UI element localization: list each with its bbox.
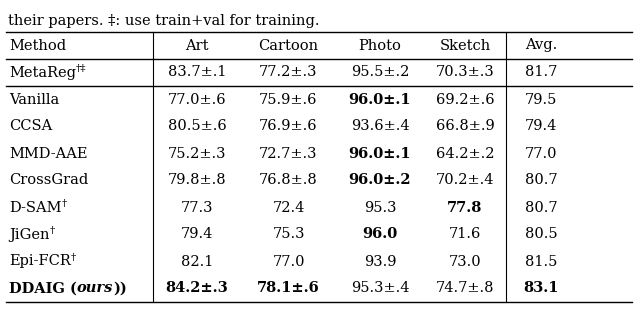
- Text: 75.2±.3: 75.2±.3: [168, 147, 227, 161]
- Text: 78.1±.6: 78.1±.6: [257, 282, 320, 296]
- Text: 69.2±.6: 69.2±.6: [436, 93, 494, 107]
- Text: 83.1: 83.1: [524, 282, 559, 296]
- Text: 73.0: 73.0: [449, 255, 481, 269]
- Text: 93.9: 93.9: [364, 255, 396, 269]
- Text: †: †: [49, 226, 55, 235]
- Text: 77.2±.3: 77.2±.3: [259, 65, 317, 79]
- Text: 81.7: 81.7: [525, 65, 557, 79]
- Text: 80.7: 80.7: [525, 200, 557, 214]
- Text: 75.3: 75.3: [272, 227, 305, 241]
- Text: 76.9±.6: 76.9±.6: [259, 120, 318, 134]
- Text: 76.8±.8: 76.8±.8: [259, 173, 318, 187]
- Text: †‡: †‡: [76, 64, 86, 73]
- Text: †: †: [61, 199, 67, 208]
- Text: 96.0±.1: 96.0±.1: [349, 93, 412, 107]
- Text: Vanilla: Vanilla: [9, 93, 60, 107]
- Text: Epi-FCR: Epi-FCR: [9, 255, 71, 269]
- Text: 95.5±.2: 95.5±.2: [351, 65, 409, 79]
- Text: 93.6±.4: 93.6±.4: [351, 120, 410, 134]
- Text: JiGen: JiGen: [9, 227, 49, 241]
- Text: 71.6: 71.6: [449, 227, 481, 241]
- Text: Art: Art: [185, 38, 209, 52]
- Text: CrossGrad: CrossGrad: [9, 173, 88, 187]
- Text: 77.0: 77.0: [272, 255, 305, 269]
- Text: MMD-AAE: MMD-AAE: [9, 147, 88, 161]
- Text: 75.9±.6: 75.9±.6: [259, 93, 317, 107]
- Text: 79.4: 79.4: [525, 120, 557, 134]
- Text: 96.0±.1: 96.0±.1: [349, 147, 412, 161]
- Text: MetaReg: MetaReg: [9, 65, 76, 79]
- Text: Cartoon: Cartoon: [259, 38, 319, 52]
- Text: 95.3: 95.3: [364, 200, 396, 214]
- Text: CCSA: CCSA: [9, 120, 52, 134]
- Text: 72.4: 72.4: [272, 200, 305, 214]
- Text: Avg.: Avg.: [525, 38, 557, 52]
- Text: 64.2±.2: 64.2±.2: [436, 147, 494, 161]
- Text: 72.7±.3: 72.7±.3: [259, 147, 317, 161]
- Text: Photo: Photo: [358, 38, 401, 52]
- Text: 77.8: 77.8: [447, 200, 483, 214]
- Text: †: †: [71, 253, 76, 262]
- Text: 70.3±.3: 70.3±.3: [436, 65, 494, 79]
- Text: 80.5: 80.5: [525, 227, 557, 241]
- Text: ours: ours: [77, 282, 113, 296]
- Text: 77.0: 77.0: [525, 147, 557, 161]
- Text: 82.1: 82.1: [181, 255, 213, 269]
- Text: Method: Method: [9, 38, 66, 52]
- Text: 79.4: 79.4: [181, 227, 213, 241]
- Text: 77.0±.6: 77.0±.6: [168, 93, 227, 107]
- Text: 74.7±.8: 74.7±.8: [436, 282, 494, 296]
- Text: 79.5: 79.5: [525, 93, 557, 107]
- Text: D-SAM: D-SAM: [9, 200, 61, 214]
- Text: 70.2±.4: 70.2±.4: [436, 173, 494, 187]
- Text: 84.2±.3: 84.2±.3: [166, 282, 228, 296]
- Text: DDAIG (: DDAIG (: [9, 282, 77, 296]
- Text: 95.3±.4: 95.3±.4: [351, 282, 409, 296]
- Text: 66.8±.9: 66.8±.9: [436, 120, 494, 134]
- Text: Sketch: Sketch: [440, 38, 491, 52]
- Text: 96.0±.2: 96.0±.2: [349, 173, 412, 187]
- Text: 77.3: 77.3: [180, 200, 213, 214]
- Text: 80.7: 80.7: [525, 173, 557, 187]
- Text: their papers. ‡: use train+val for training.: their papers. ‡: use train+val for train…: [8, 14, 319, 28]
- Text: 83.7±.1: 83.7±.1: [168, 65, 227, 79]
- Text: 80.5±.6: 80.5±.6: [168, 120, 227, 134]
- Text: 79.8±.8: 79.8±.8: [168, 173, 227, 187]
- Text: 81.5: 81.5: [525, 255, 557, 269]
- Text: 96.0: 96.0: [362, 227, 397, 241]
- Text: )): )): [113, 282, 127, 296]
